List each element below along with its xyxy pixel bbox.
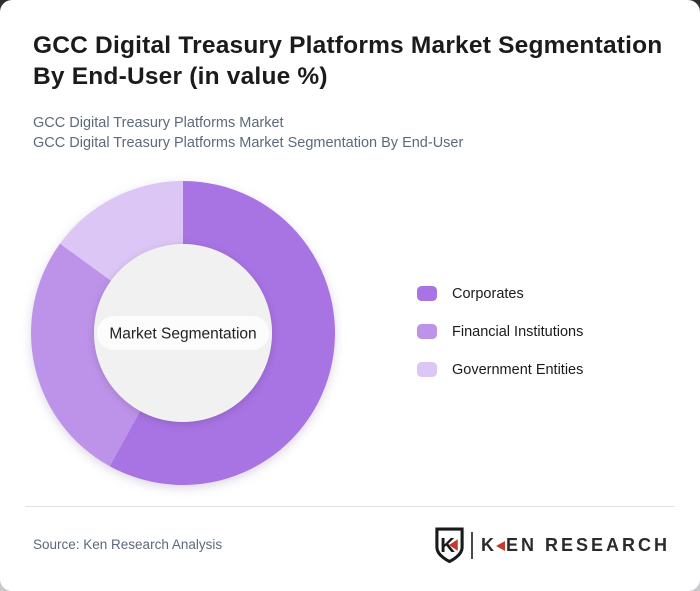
legend-label-financial-institutions: Financial Institutions [452,323,584,340]
legend-label-government-entities: Government Entities [452,361,584,378]
legend-swatch-corporates [417,286,437,301]
legend-label-corporates: Corporates [452,285,524,302]
center-label-pill [97,316,269,350]
source-note: Source: Ken Research Analysis [33,537,223,552]
donut-segment-corporates [109,181,335,486]
legend-swatch-government-entities [417,362,437,377]
logo-text-rest: EN RESEARCH [505,535,670,555]
chart-title: GCC Digital Treasury Platforms Market Se… [33,30,683,92]
logo-divider-bar [470,532,473,559]
logo-red-triangle-icon [495,541,505,551]
legend-swatch-financial-institutions [417,324,437,339]
donut-segments [31,181,335,486]
ken-research-shield-icon: K [435,527,464,564]
shield-letter: K [440,535,455,557]
logo-letter-k: K [480,535,497,555]
shield-red-triangle-icon [448,539,458,551]
chart-title-line1: GCC Digital Treasury Platforms Market Se… [33,32,663,59]
chart-title-line2: By End-User (in value %) [33,63,328,90]
subtitle-line1: GCC Digital Treasury Platforms Market [33,115,284,131]
ken-research-logo: K K EN RESEARCH [434,527,670,564]
donut-segment-financial-institutions [31,243,141,467]
legend-item-government-entities: Government Entities [417,361,584,378]
footer-divider [25,506,675,507]
legend-item-corporates: Corporates [417,285,583,302]
donut-chart: Market Segmentation [31,181,335,486]
subtitle-line2: GCC Digital Treasury Platforms Market Se… [33,134,464,151]
donut-center-label: Market Segmentation [109,326,256,343]
chart-legend: Corporates Financial Institutions Govern… [417,286,583,400]
chart-subtitles: GCC Digital Treasury Platforms Market GC… [33,114,463,153]
logo-wordmark: K EN RESEARCH [481,535,670,556]
legend-item-financial-institutions: Financial Institutions [417,323,584,340]
donut-segment-government-entities [60,181,183,281]
